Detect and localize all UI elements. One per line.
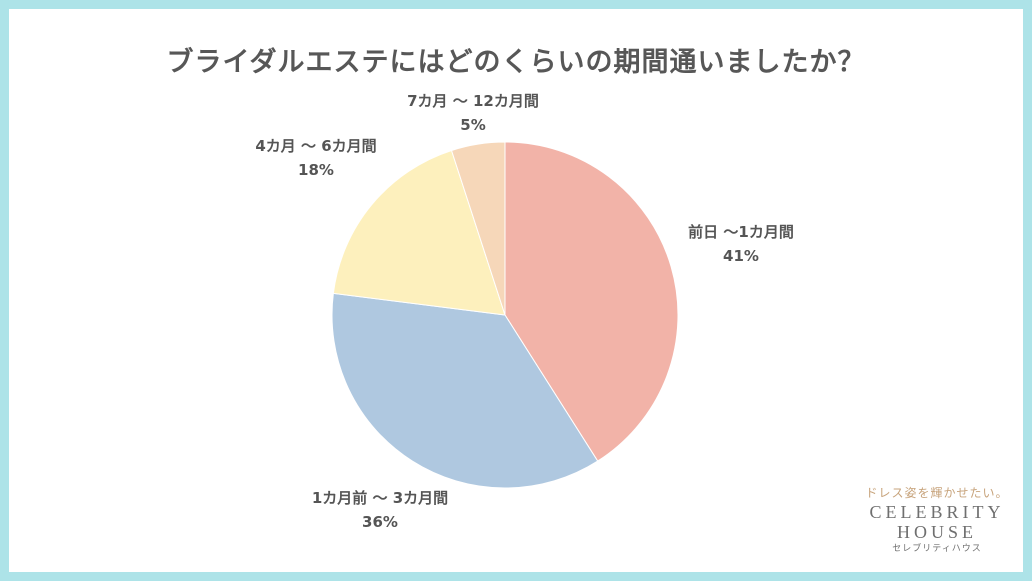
pie-slice-3 (450, 141, 506, 316)
brand-tagline: ドレス姿を輝かせたい。 (865, 486, 1009, 500)
slice-value-2: 18% (298, 161, 334, 179)
slice-label-1: 1カ月前 〜 3カ月間 36% (312, 486, 448, 534)
slice-label-3: 7カ月 〜 12カ月間 5% (407, 89, 539, 137)
slice-name-3: 7カ月 〜 12カ月間 (407, 92, 539, 110)
pie-slice-2 (332, 149, 506, 316)
brand-name-line2: HOUSE (896, 522, 977, 542)
brand-logo: ドレス姿を輝かせたい。 CELEBRITY HOUSE セレブリティハウス (862, 484, 1012, 556)
chart-title: ブライダルエステにはどのくらいの期間通いましたか？ (166, 47, 866, 78)
slice-name-0: 前日 〜1カ月間 (688, 223, 794, 241)
slice-name-1: 1カ月前 〜 3カ月間 (311, 489, 449, 507)
pie-slice-0 (504, 141, 679, 462)
slice-value-1: 36% (362, 513, 398, 531)
brand-kana: セレブリティハウス (892, 544, 982, 554)
slice-label-2: 4カ月 〜 6カ月間 18% (255, 134, 376, 182)
brand-name-line1: CELEBRITY (869, 502, 1005, 522)
slice-label-0: 前日 〜1カ月間 41% (688, 220, 794, 268)
slice-value-0: 41% (723, 247, 759, 265)
slice-name-2: 4カ月 〜 6カ月間 (255, 137, 377, 155)
slice-value-3: 5% (460, 116, 486, 134)
pie-slice-1 (331, 292, 599, 489)
